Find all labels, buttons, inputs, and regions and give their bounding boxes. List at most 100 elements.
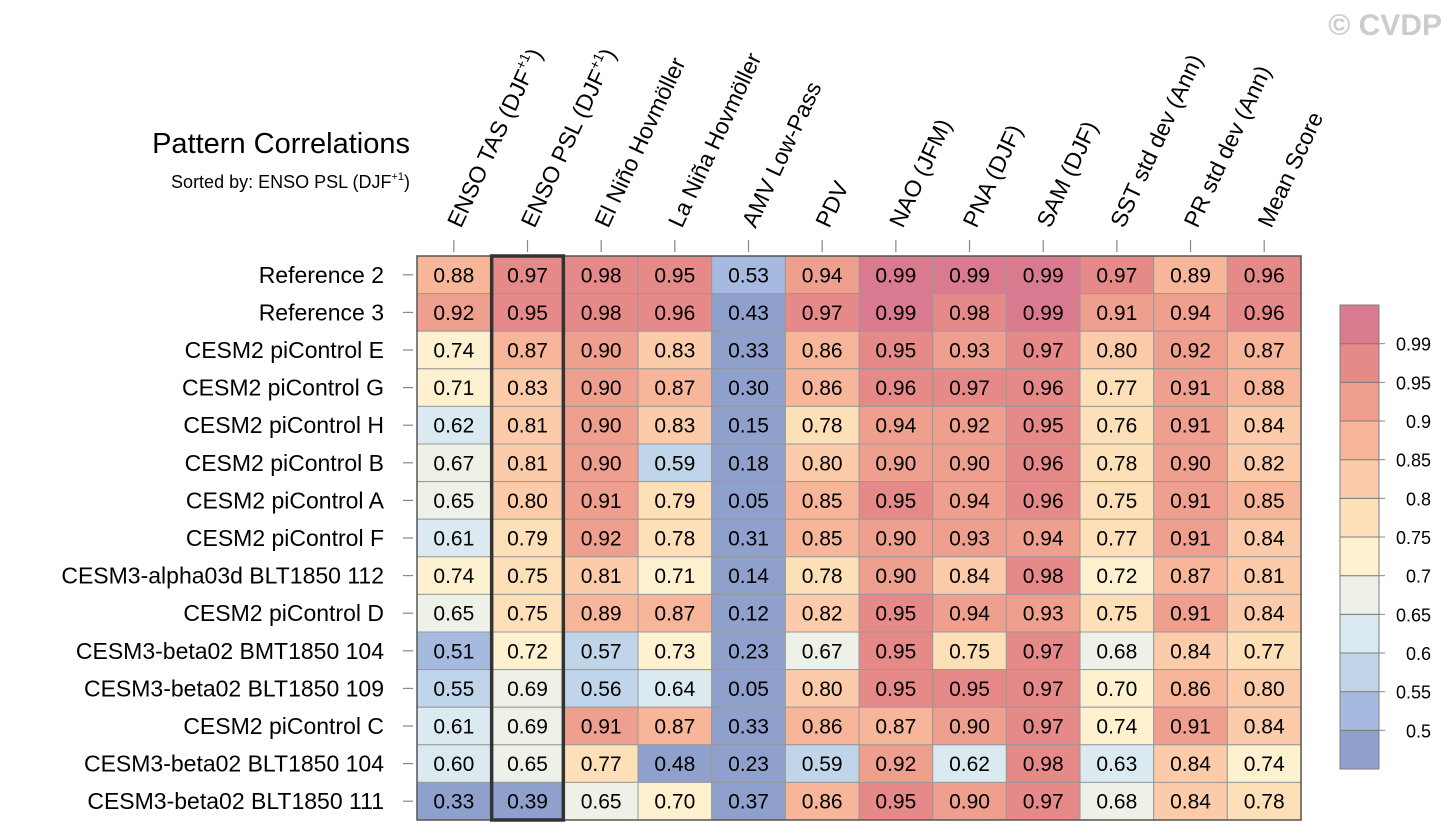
cell-value-label: 0.87 <box>507 340 548 363</box>
colorbar: 0.5 0.55 0.6 0.65 0.7 0.75 0.8 0.85 0.9 0.95 0.99 <box>1339 304 1431 770</box>
colorbar-tick-label: 0.99 <box>1396 335 1431 355</box>
cell-value-label: 0.93 <box>949 528 990 551</box>
cell-value-label: 0.05 <box>728 678 769 701</box>
cell-value-label: 0.91 <box>1170 716 1211 739</box>
heatmap-cell <box>1079 368 1155 407</box>
cell-value-label: 0.80 <box>802 678 843 701</box>
heatmap-cell <box>1153 255 1228 295</box>
heatmap-cell <box>1226 556 1302 595</box>
colorbar-segment <box>1339 420 1380 461</box>
heatmap-cell <box>490 518 565 558</box>
row-label: CESM2 piControl H <box>183 412 384 438</box>
row-label: Reference 3 <box>259 299 384 325</box>
cell-value-label: 0.70 <box>654 791 695 814</box>
cell-value-label: 0.96 <box>1023 490 1064 513</box>
cell-value-label: 0.97 <box>1023 791 1064 814</box>
cell-value-label: 0.90 <box>875 452 916 475</box>
cell-value-label: 0.51 <box>433 640 474 663</box>
cell-value-label: 0.81 <box>581 565 622 588</box>
cell-value-label: 0.85 <box>1244 490 1285 513</box>
cell-value-label: 0.95 <box>875 640 916 663</box>
heatmap-cell <box>932 593 1007 633</box>
heatmap-cell <box>1005 405 1081 445</box>
cell-value-label: 0.90 <box>949 452 990 475</box>
heatmap-cell <box>1079 330 1155 370</box>
row-label: CESM2 piControl E <box>185 337 384 363</box>
heatmap-cell <box>858 255 934 295</box>
cell-value-label: 0.80 <box>1244 678 1285 701</box>
cell-value-label: 0.62 <box>433 415 474 438</box>
cell-value-label: 0.97 <box>507 264 548 287</box>
colorbar-segment <box>1339 497 1380 538</box>
heatmap-cell <box>858 368 934 407</box>
column-label: Mean Score <box>1252 108 1328 231</box>
cell-value-label: 0.95 <box>875 340 916 363</box>
chart-subtitle: Sorted by: ENSO PSL (DJF+1) <box>171 171 410 192</box>
cell-value-label: 0.69 <box>507 716 548 739</box>
colorbar-segment <box>1339 343 1380 383</box>
cell-value-label: 0.84 <box>1244 415 1285 438</box>
cell-value-label: 0.98 <box>581 264 622 287</box>
cell-value-label: 0.90 <box>949 791 990 814</box>
colorbar-segment <box>1339 691 1380 731</box>
cell-value-label: 0.33 <box>728 340 769 363</box>
cell-value-label: 0.98 <box>581 302 622 325</box>
heatmap-cell <box>784 781 860 821</box>
cell-value-label: 0.95 <box>507 302 548 325</box>
heatmap-cell <box>1153 405 1228 445</box>
heatmap-cell <box>711 405 786 445</box>
heatmap-cell <box>1226 481 1302 520</box>
heatmap-cell <box>1079 593 1155 633</box>
cell-value-label: 0.90 <box>581 340 622 363</box>
heatmap-cell <box>416 706 492 746</box>
heatmap-cell <box>490 405 565 445</box>
cell-value-label: 0.65 <box>581 791 622 814</box>
cell-value-label: 0.98 <box>1023 753 1064 776</box>
heatmap-cell <box>637 518 713 558</box>
cell-value-label: 0.89 <box>581 603 622 626</box>
cell-value-label: 0.89 <box>1170 264 1211 287</box>
heatmap-cell <box>416 631 492 671</box>
heatmap-cell <box>932 255 1007 295</box>
cell-value-label: 0.84 <box>1244 528 1285 551</box>
cell-value-label: 0.60 <box>433 753 474 776</box>
heatmap-cell <box>416 405 492 445</box>
cell-value-label: 0.96 <box>875 377 916 400</box>
heatmap-cell <box>563 368 639 407</box>
cell-value-label: 0.93 <box>1023 603 1064 626</box>
cell-value-label: 0.79 <box>507 528 548 551</box>
cell-value-label: 0.63 <box>1096 753 1137 776</box>
cell-value-label: 0.78 <box>802 415 843 438</box>
axis-ticks <box>403 240 1265 802</box>
cell-value-label: 0.86 <box>802 716 843 739</box>
heatmap-cell <box>1226 669 1302 708</box>
cell-value-label: 0.83 <box>507 377 548 400</box>
cell-value-label: 0.99 <box>875 302 916 325</box>
heatmap-cell <box>711 669 786 708</box>
heatmap-cell <box>1079 481 1155 520</box>
heatmap-cell <box>1079 706 1155 746</box>
heatmap-cell <box>711 293 786 332</box>
heatmap-cell <box>416 481 492 520</box>
row-label: CESM3-beta02 BMT1850 104 <box>76 638 384 664</box>
cell-value-label: 0.91 <box>1170 490 1211 513</box>
heatmap-cell <box>490 781 565 821</box>
cell-value-label: 0.94 <box>949 603 990 626</box>
heatmap-cell <box>858 669 934 708</box>
heatmap-cell <box>784 744 860 783</box>
row-label: CESM2 piControl D <box>183 600 384 626</box>
heatmap-cell <box>1079 405 1155 445</box>
cell-value-label: 0.75 <box>1096 490 1137 513</box>
cell-value-label: 0.31 <box>728 528 769 551</box>
cell-value-label: 0.97 <box>1023 716 1064 739</box>
cell-value-label: 0.80 <box>507 490 548 513</box>
cell-value-label: 0.86 <box>802 340 843 363</box>
heatmap-cell <box>416 781 492 821</box>
cell-value-label: 0.87 <box>654 377 695 400</box>
cell-value-label: 0.65 <box>433 603 474 626</box>
cell-value-label: 0.72 <box>507 640 548 663</box>
heatmap-cell <box>932 443 1007 483</box>
cell-value-label: 0.84 <box>1170 791 1211 814</box>
cell-value-label: 0.74 <box>433 565 474 588</box>
